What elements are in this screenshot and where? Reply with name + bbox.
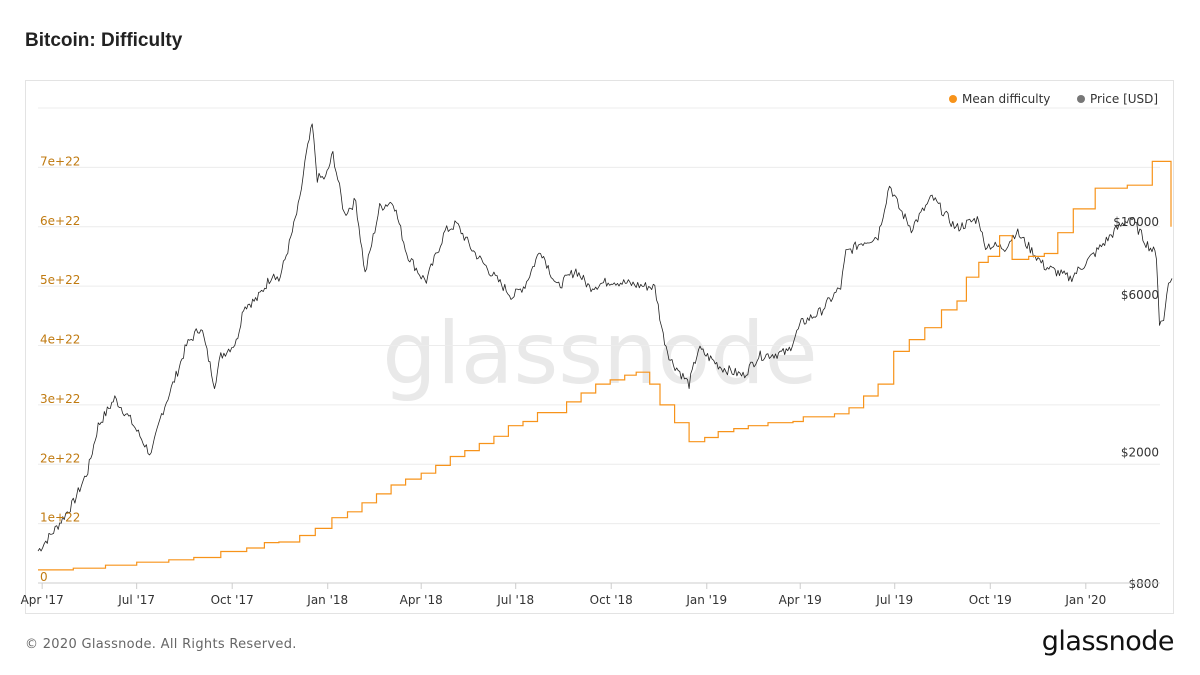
y-right-tick-label: $800 — [1128, 577, 1159, 591]
legend-label-mean-difficulty[interactable]: Mean difficulty — [962, 92, 1050, 106]
y-left-tick-label: 5e+22 — [40, 273, 80, 287]
price-series-line[interactable] — [37, 123, 1173, 552]
difficulty-series-line[interactable] — [38, 160, 1172, 571]
page-title: Bitcoin: Difficulty — [25, 30, 183, 51]
x-tick-label: Apr '17 — [21, 593, 64, 607]
y-left-tick-label: 2e+22 — [40, 451, 80, 465]
x-tick-label: Jan '19 — [685, 593, 727, 607]
x-tick-label: Jul '19 — [875, 593, 913, 607]
watermark-text: glassnode — [382, 304, 817, 404]
chart-legend: Mean difficulty Price [USD] — [949, 92, 1158, 106]
legend-marker-mean-difficulty[interactable] — [949, 95, 957, 103]
y-left-tick-label: 6e+22 — [40, 214, 80, 228]
x-tick-label: Apr '19 — [779, 593, 822, 607]
x-tick-label: Oct '19 — [969, 593, 1012, 607]
legend-label-price[interactable]: Price [USD] — [1090, 92, 1158, 106]
y-right-tick-label: $6000 — [1121, 288, 1159, 302]
glassnode-logo[interactable]: glassnode — [1041, 626, 1175, 657]
y-left-tick-label: 4e+22 — [40, 333, 80, 347]
y-left-tick-label: 0 — [40, 570, 48, 584]
x-tick-label: Oct '17 — [211, 593, 254, 607]
y-left-tick-label: 7e+22 — [40, 154, 80, 168]
x-tick-label: Jan '18 — [306, 593, 348, 607]
x-tick-label: Jul '18 — [496, 593, 534, 607]
x-tick-label: Jul '17 — [117, 593, 155, 607]
chart-frame — [25, 80, 1174, 614]
x-tick-label: Apr '18 — [400, 593, 443, 607]
y-left-tick-label: 3e+22 — [40, 392, 80, 406]
y-right-tick-label: $10000 — [1113, 215, 1159, 229]
x-tick-label: Jan '20 — [1064, 593, 1106, 607]
copyright-text: © 2020 Glassnode. All Rights Reserved. — [25, 637, 297, 652]
x-tick-label: Oct '18 — [590, 593, 633, 607]
y-left-tick-label: 1e+22 — [40, 511, 80, 525]
y-right-tick-label: $2000 — [1121, 446, 1159, 460]
legend-marker-price[interactable] — [1077, 95, 1085, 103]
